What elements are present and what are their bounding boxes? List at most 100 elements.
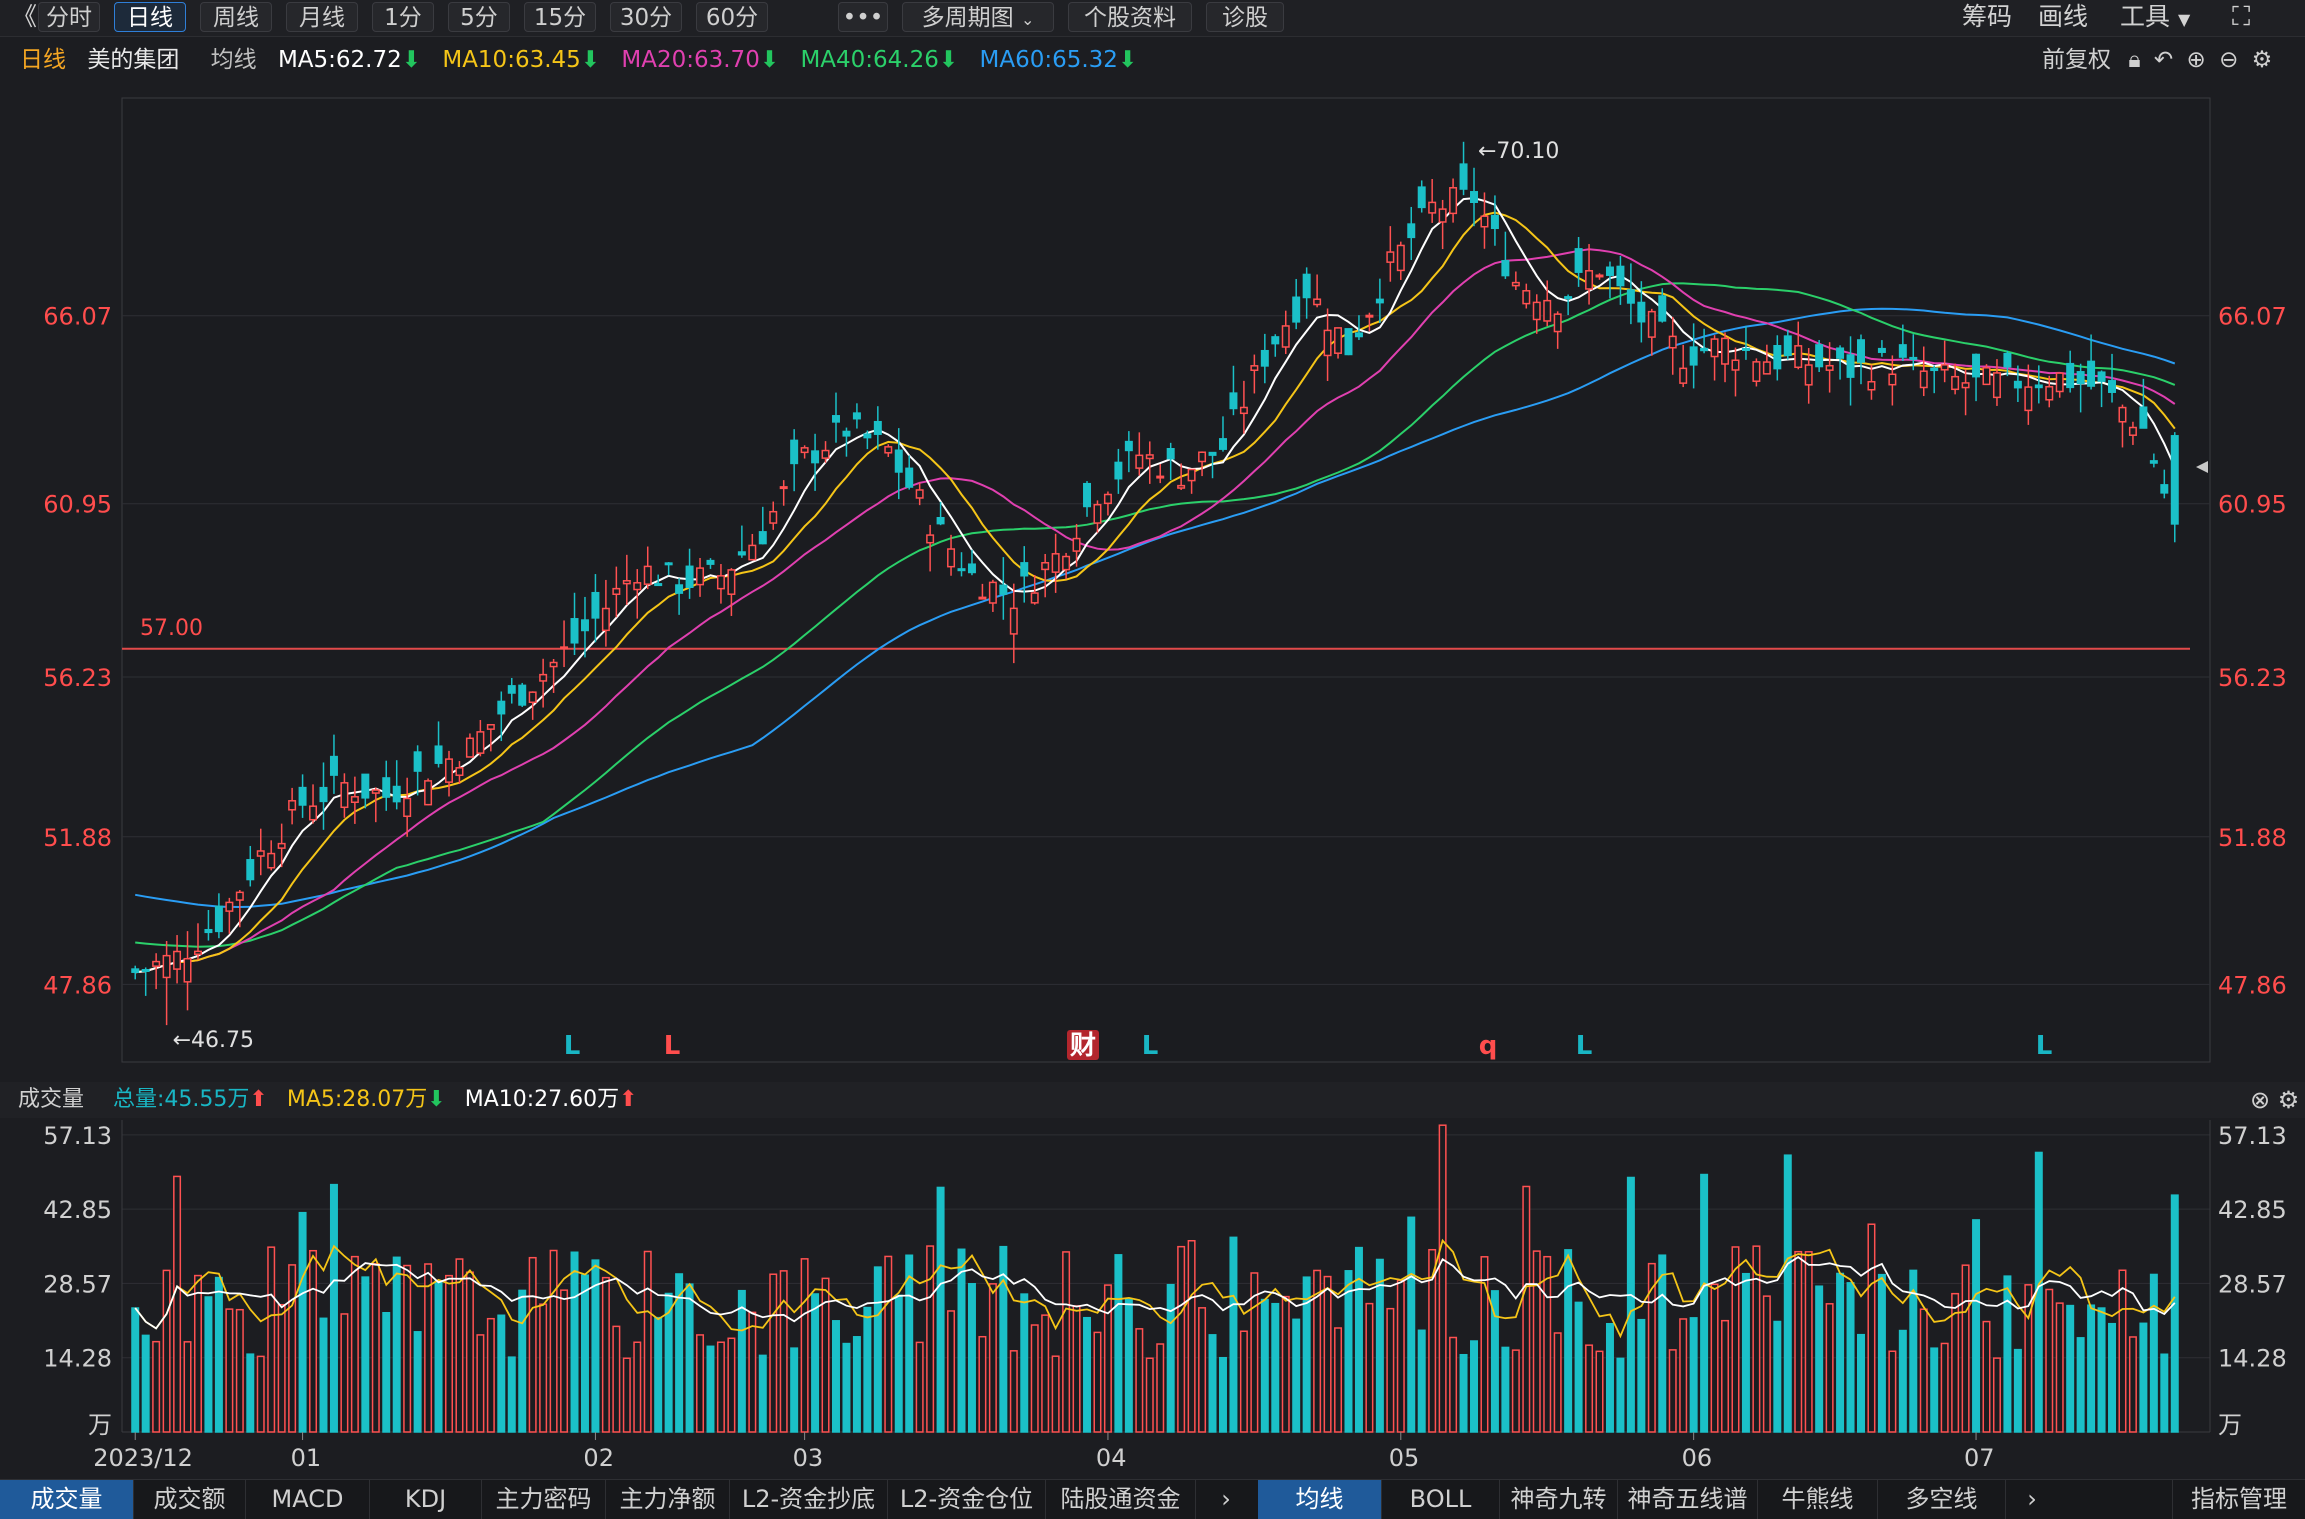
undo-icon[interactable]: ↶ — [2153, 47, 2174, 73]
time-tick-label: 06 — [1682, 1444, 1713, 1472]
candle-body — [476, 731, 485, 754]
tools-button[interactable]: 工具 ▼ — [2120, 2, 2190, 32]
period-button-5[interactable]: 5分 — [448, 2, 510, 32]
candle-body — [2128, 426, 2137, 436]
volume-bar — [873, 1266, 882, 1433]
candle-body — [957, 568, 966, 572]
finance-event-badge[interactable] — [1067, 1030, 1099, 1060]
volume-bar — [246, 1353, 255, 1433]
volume-bar — [392, 1256, 401, 1433]
up-arrow-icon: ⬆ — [249, 1087, 268, 1112]
candle-body — [340, 782, 349, 809]
time-tick-label: 01 — [291, 1444, 322, 1472]
time-tick-label: 04 — [1096, 1444, 1127, 1472]
indicator-tab-4[interactable]: 主力密码 — [482, 1480, 606, 1519]
settings-icon[interactable]: ⚙ — [2277, 1086, 2300, 1114]
close-icon[interactable]: ⊗ — [2250, 1086, 2271, 1114]
candle-body — [643, 565, 652, 585]
volume-bar — [214, 1276, 223, 1433]
indicator-tab-3[interactable]: KDJ — [370, 1480, 482, 1519]
indicator-tab-2[interactable]: MACD — [246, 1480, 370, 1519]
chevron-right-icon[interactable]: › — [1221, 1485, 1231, 1513]
overlay-tab-1[interactable]: BOLL — [1382, 1480, 1500, 1519]
candle-body — [497, 700, 506, 715]
fullscreen-icon[interactable]: ⛶ — [2232, 2, 2251, 32]
indicator-tab-0[interactable]: 成交量 — [0, 1480, 134, 1519]
overlay-tab-4[interactable]: 牛熊线 — [1758, 1480, 1878, 1519]
overlay-tab-2[interactable]: 神奇九转 — [1500, 1480, 1618, 1519]
zoom-out-icon[interactable]: ⊖ — [2219, 47, 2239, 73]
volume-bar — [1982, 1320, 1991, 1433]
candle-body — [162, 954, 171, 979]
candle-body — [769, 510, 778, 524]
candle-body — [1794, 345, 1803, 369]
candle-body — [1218, 438, 1227, 450]
settings-icon[interactable]: ⚙ — [2251, 47, 2273, 73]
volume-bar — [329, 1183, 338, 1433]
period-button-7[interactable]: 30分 — [610, 2, 682, 32]
candle-body — [863, 433, 872, 439]
signal-mark[interactable]: L — [1576, 1031, 1593, 1061]
signal-mark[interactable]: L — [564, 1031, 581, 1061]
vol-ma5: MA5:28.07万⬇ — [287, 1087, 446, 1112]
indicator-tab-5[interactable]: 主力净额 — [606, 1480, 730, 1519]
ma5-label: MA5:62.72⬇ — [278, 47, 421, 73]
volume-tick-label: 42.85 — [2218, 1196, 2287, 1224]
candle-body — [1825, 364, 1834, 371]
signal-mark[interactable]: L — [2036, 1031, 2053, 1061]
diagnose-button[interactable]: 诊股 — [1206, 2, 1284, 32]
volume-bar — [1218, 1356, 1227, 1433]
volume-bar — [1794, 1250, 1803, 1433]
volume-bar — [1375, 1258, 1384, 1433]
ma-type-label[interactable]: 均线 — [210, 47, 257, 73]
overlay-tab-3[interactable]: 神奇五线谱 — [1618, 1480, 1758, 1519]
chevron-right-icon[interactable]: › — [2027, 1485, 2037, 1513]
overlay-tab-5[interactable]: 多空线 — [1878, 1480, 2006, 1519]
candle-body — [1030, 592, 1039, 604]
lock-icon[interactable]: 🔒︎ — [2128, 47, 2141, 73]
more-periods-button[interactable]: ••• — [838, 2, 888, 32]
signal-mark[interactable]: 财 — [1070, 1031, 1096, 1061]
indicator-manage-button[interactable]: 指标管理 — [2172, 1480, 2305, 1519]
period-button-6[interactable]: 15分 — [524, 2, 596, 32]
volume-bar — [748, 1311, 757, 1433]
candle-body — [1198, 451, 1207, 463]
indicator-tab-7[interactable]: L2-资金仓位 — [888, 1480, 1046, 1519]
volume-tick-label: 28.57 — [2218, 1270, 2287, 1298]
period-button-8[interactable]: 60分 — [696, 2, 768, 32]
volume-bar — [1124, 1298, 1133, 1433]
candle-body — [1260, 349, 1269, 367]
indicator-tab-6[interactable]: L2-资金抄底 — [730, 1480, 888, 1519]
stock-info-button[interactable]: 个股资料 — [1068, 2, 1192, 32]
signal-mark[interactable]: q — [1479, 1031, 1498, 1061]
forward-adjust-button[interactable]: 前复权 — [2042, 47, 2111, 73]
period-button-2[interactable]: 周线 — [200, 2, 272, 32]
period-button-4[interactable]: 1分 — [372, 2, 434, 32]
period-button-3[interactable]: 月线 — [286, 2, 358, 32]
candle-body — [193, 950, 202, 955]
period-button-0[interactable]: 分时 — [38, 2, 100, 32]
overlay-tab-0[interactable]: 均线 — [1258, 1480, 1382, 1519]
candle-body — [2108, 380, 2117, 393]
volume-bar — [1428, 1248, 1437, 1433]
signal-mark[interactable]: L — [664, 1031, 681, 1061]
indicator-tab-1[interactable]: 成交额 — [134, 1480, 246, 1519]
candle-body — [790, 439, 799, 465]
ma-legend: 日线 美的集团 均线 MA5:62.72⬇ MA10:63.45⬇ MA20:6… — [0, 40, 1151, 80]
volume-bar — [288, 1264, 297, 1433]
candle-body — [947, 548, 956, 568]
signal-mark[interactable]: L — [1142, 1031, 1159, 1061]
chip-button[interactable]: 筹码 — [1962, 2, 2013, 31]
down-arrow-icon: ⬇ — [401, 47, 422, 73]
double-chevron-left-icon[interactable]: 《 — [12, 2, 38, 31]
multi-period-button[interactable]: 多周期图 ⌄ — [902, 2, 1054, 32]
period-button-1[interactable]: 日线 — [114, 2, 186, 32]
zoom-in-icon[interactable]: ⊕ — [2186, 47, 2206, 73]
indicator-tab-8[interactable]: 陆股通资金 — [1046, 1480, 1196, 1519]
volume-bar — [852, 1336, 861, 1433]
candle-body — [936, 517, 945, 525]
volume-bar — [1093, 1331, 1102, 1433]
draw-line-button[interactable]: 画线 — [2038, 2, 2089, 31]
tools-label: 工具 — [2120, 2, 2171, 31]
